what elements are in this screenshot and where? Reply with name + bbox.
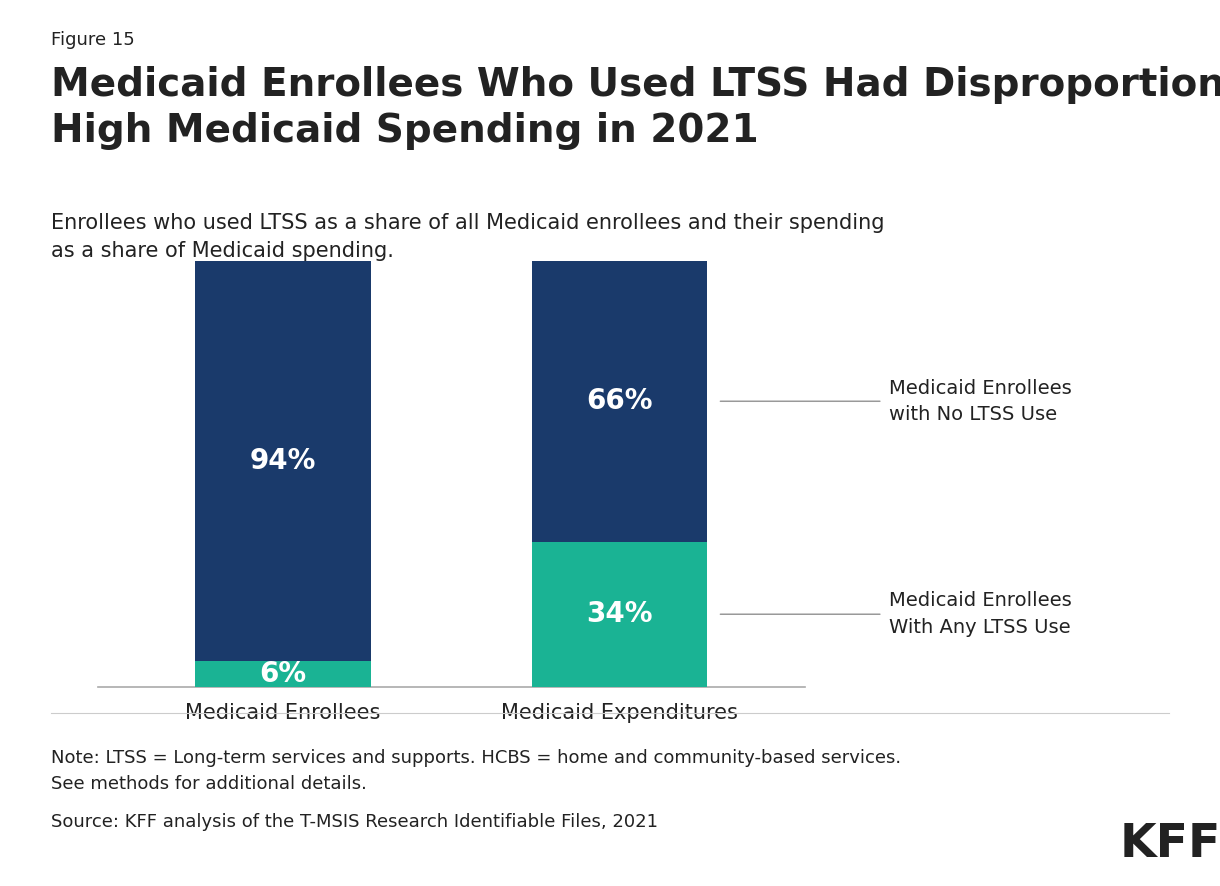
Text: 66%: 66% (587, 387, 653, 416)
Bar (532, 542, 708, 687)
Bar (532, 260, 708, 542)
Text: KFF: KFF (1120, 822, 1220, 867)
Text: 34%: 34% (587, 600, 653, 628)
Text: Figure 15: Figure 15 (51, 31, 135, 49)
Text: 6%: 6% (260, 660, 306, 688)
Text: Enrollees who used LTSS as a share of all Medicaid enrollees and their spending
: Enrollees who used LTSS as a share of al… (51, 213, 884, 261)
Text: Medicaid Enrollees
with No LTSS Use: Medicaid Enrollees with No LTSS Use (889, 378, 1072, 424)
Text: Note: LTSS = Long-term services and supports. HCBS = home and community-based se: Note: LTSS = Long-term services and supp… (51, 749, 902, 793)
Text: 94%: 94% (250, 447, 316, 475)
Bar (195, 661, 371, 687)
Bar (195, 260, 371, 661)
Text: Medicaid Enrollees
With Any LTSS Use: Medicaid Enrollees With Any LTSS Use (889, 592, 1072, 637)
Text: Medicaid Enrollees Who Used LTSS Had Disproportionately
High Medicaid Spending i: Medicaid Enrollees Who Used LTSS Had Dis… (51, 66, 1220, 150)
Text: Source: KFF analysis of the T-MSIS Research Identifiable Files, 2021: Source: KFF analysis of the T-MSIS Resea… (51, 813, 659, 831)
